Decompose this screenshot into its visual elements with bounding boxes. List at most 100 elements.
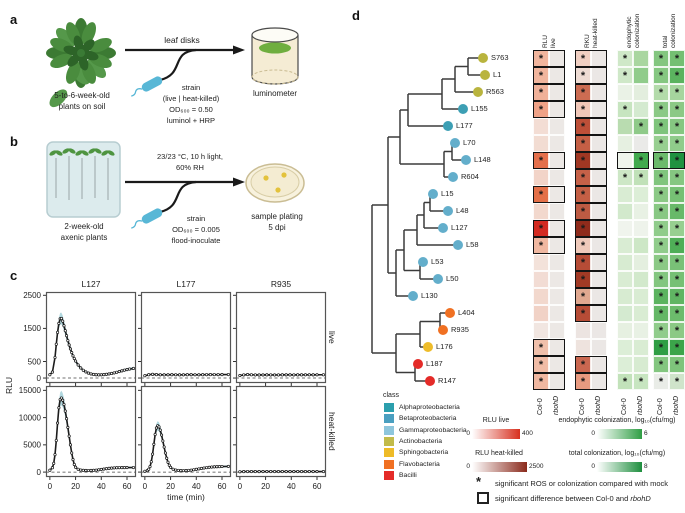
heatmap-cell	[549, 355, 565, 373]
heatmap-cell	[549, 321, 565, 339]
heatmap-cell	[549, 117, 565, 135]
class-dot-L15	[428, 189, 438, 199]
svg-text:40: 40	[287, 482, 296, 491]
scale-gradient-bar	[472, 429, 520, 439]
row-label-heat-killed: heat-killed	[327, 412, 337, 451]
rbohd-italic: rbohD	[630, 494, 651, 503]
heatmap-cell: *	[669, 321, 685, 339]
heatmap-cell	[633, 270, 649, 288]
scale-title: total colonization, log₁₀(cfu/mg)	[568, 450, 666, 457]
significance-star: *	[674, 257, 680, 269]
strain-label-L404: L404	[458, 308, 475, 317]
heatmap-cell: *	[575, 355, 591, 373]
heatmap-cell	[591, 304, 607, 322]
significance-star: *	[658, 291, 664, 303]
class-swatch-Bacilli	[384, 470, 394, 480]
significance-star: *	[622, 104, 628, 116]
svg-text:20: 20	[166, 482, 175, 491]
heatmap-cell: *	[669, 304, 685, 322]
heatmap-cell: *	[533, 49, 549, 67]
heatmap-cell: *	[575, 372, 591, 390]
heatmap-cell: *	[669, 185, 685, 203]
significance-star: *	[580, 376, 586, 388]
heatmap-cell: *	[669, 134, 685, 152]
class-swatch-Actinobacteria	[384, 436, 394, 446]
heatmap-cell: *	[575, 270, 591, 288]
scale-max: 6	[644, 430, 648, 437]
svg-text:60: 60	[313, 482, 322, 491]
class-dot-L127	[438, 223, 448, 233]
svg-text:0: 0	[37, 468, 42, 477]
plot-heat-killed-L127: 0 20 40 60 0 5000 10000 15000	[19, 385, 137, 491]
significance-star: *	[580, 104, 586, 116]
heatmap-cell	[591, 185, 607, 203]
heatmap-cell	[617, 83, 633, 101]
class-dot-R147	[425, 376, 435, 386]
heatmap-cell: *	[669, 168, 685, 186]
heatmap-cell: *	[617, 168, 633, 186]
class-dot-L58	[453, 240, 463, 250]
significance-star: *	[538, 70, 544, 82]
significance-star: *	[674, 308, 680, 320]
significance-star: *	[538, 53, 544, 65]
arrowhead-b	[233, 177, 245, 187]
significance-star: *	[580, 257, 586, 269]
strain-label-R604: R604	[461, 172, 479, 181]
heatmap-cell	[617, 202, 633, 220]
bacterium-icon-a	[131, 76, 163, 97]
strain-label-L127: L127	[451, 223, 468, 232]
class-label: Alphaproteobacteria	[399, 404, 460, 411]
condition-line2: 60% RH	[176, 163, 204, 172]
condition-line1: 23/23 °C, 10 h light,	[157, 152, 223, 161]
row-label-live: live	[327, 331, 337, 344]
heatmap-cell	[549, 304, 565, 322]
heatmap-cell: *	[669, 100, 685, 118]
heatmap-cell: *	[533, 100, 549, 118]
y-axis-label-rlu: RLU	[4, 376, 14, 394]
heatmap-cell: *	[653, 236, 669, 254]
rosette-plant-icon	[46, 18, 116, 108]
heatmap-cell: *	[669, 117, 685, 135]
heatmap-cell	[591, 117, 607, 135]
strain-label-L148: L148	[474, 155, 491, 164]
significance-star: *	[580, 138, 586, 150]
significance-star: *	[638, 155, 644, 167]
scale-min: 0	[591, 430, 595, 437]
panel-d-label: d	[352, 8, 360, 23]
heatmap-cell	[591, 49, 607, 67]
heatmap-cell: *	[653, 287, 669, 305]
heatmap-cell	[533, 253, 549, 271]
x-axis-label-time: time (min)	[167, 492, 205, 502]
class-dot-L155	[458, 104, 468, 114]
arrowhead-a	[233, 45, 245, 55]
svg-text:15000: 15000	[19, 386, 42, 395]
plant-caption-a-line2: plants on soil	[58, 102, 106, 111]
significance-star: *	[580, 274, 586, 286]
scale-title: RLU live	[482, 417, 510, 424]
svg-text:2500: 2500	[23, 291, 41, 300]
heatmap-cell: *	[669, 49, 685, 67]
heatmap-cell	[533, 321, 549, 339]
class-legend-title: class	[383, 392, 399, 399]
significance-star: *	[674, 70, 680, 82]
significance-star: *	[674, 104, 680, 116]
heatmap-cell	[549, 83, 565, 101]
genotype-footer-Col-0: Col-0	[537, 398, 544, 415]
heatmap-cell	[549, 253, 565, 271]
heatmap-cell: *	[633, 372, 649, 390]
colgroup-header-endophytic: endophytic colonization	[626, 13, 641, 48]
plant-caption-b-line1: 2-week-old	[64, 222, 104, 231]
heatmap-cell: *	[669, 253, 685, 271]
colgroup-header-total: total colonization	[662, 13, 677, 48]
significance-star: *	[538, 342, 544, 354]
significance-star: *	[622, 172, 628, 184]
significance-star: *	[674, 325, 680, 337]
heatmap-cell: *	[575, 185, 591, 203]
scale-title: endophytic colonization, log₁₀(cfu/mg)	[558, 417, 676, 424]
panel-b-label: b	[10, 134, 18, 149]
heatmap-cell	[591, 321, 607, 339]
heatmap-cell: *	[533, 185, 549, 203]
heatmap-cell: *	[669, 151, 685, 169]
class-label: Bacilli	[399, 471, 417, 479]
heatmap-cell	[533, 270, 549, 288]
